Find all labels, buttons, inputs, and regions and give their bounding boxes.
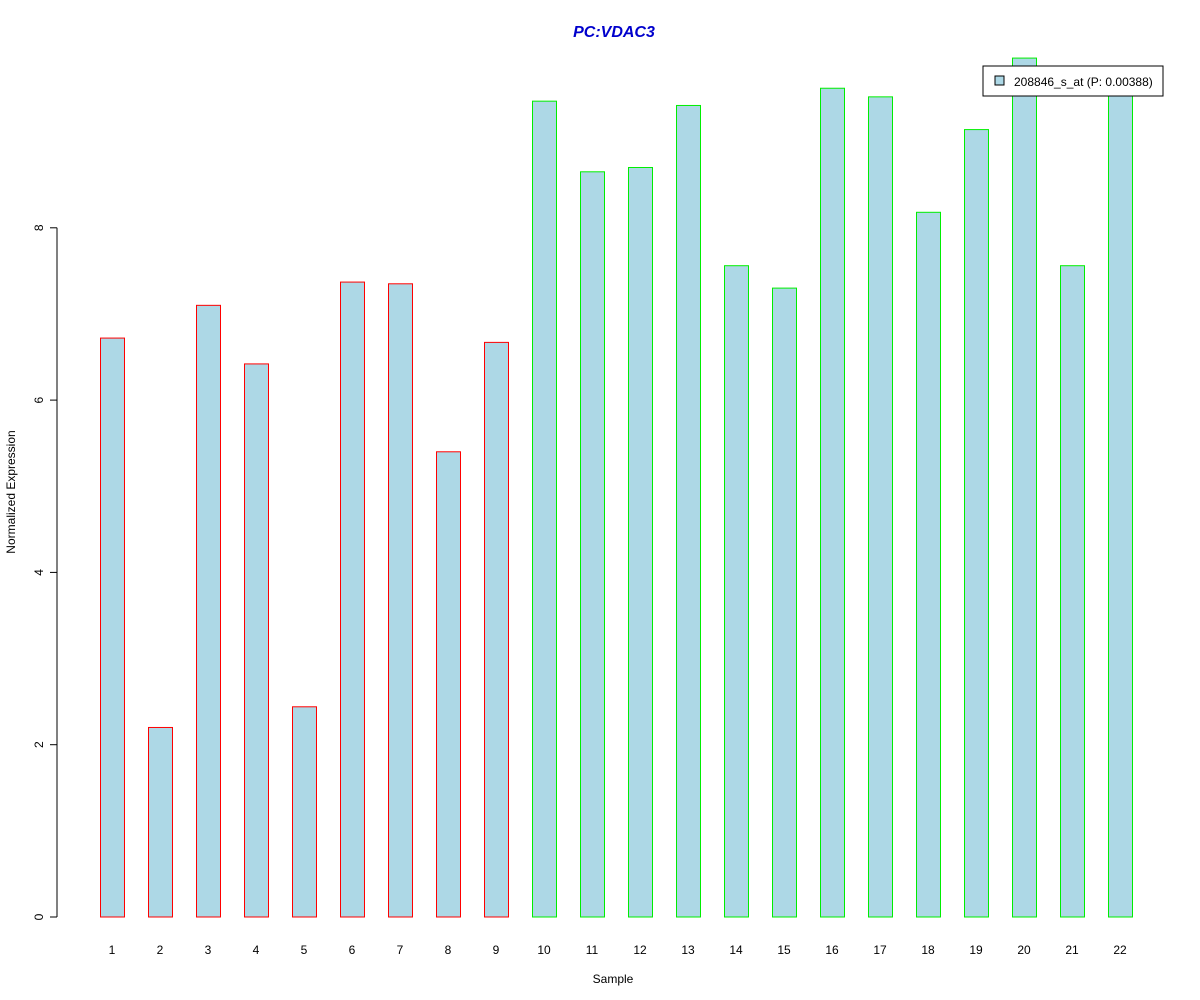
bar-sample-10	[532, 100, 557, 918]
bars-group	[100, 57, 1133, 918]
bar-sample-16	[820, 87, 845, 918]
x-tick-label: 16	[825, 943, 839, 957]
x-tick-label: 22	[1113, 943, 1127, 957]
bar-sample-20	[1012, 57, 1037, 918]
x-tick-label: 5	[301, 943, 308, 957]
bar-sample-5	[292, 706, 317, 918]
x-tick-label: 21	[1065, 943, 1079, 957]
x-tick-label: 12	[633, 943, 647, 957]
bar-sample-7	[388, 283, 413, 918]
legend: 208846_s_at (P: 0.00388)	[982, 65, 1164, 97]
x-tick-label: 11	[586, 943, 599, 957]
x-tick-label: 17	[873, 943, 887, 957]
y-tick-label: 8	[32, 224, 46, 231]
x-tick-label: 13	[681, 943, 695, 957]
bar-sample-22	[1108, 82, 1133, 918]
x-tick-label: 2	[157, 943, 164, 957]
x-tick-label: 15	[777, 943, 791, 957]
x-tick-label: 3	[205, 943, 212, 957]
x-tick-label: 18	[921, 943, 935, 957]
legend-swatch	[994, 75, 1005, 86]
x-tick-label: 4	[253, 943, 260, 957]
x-axis-ticks: 1 2 3 4 5 6 7 8 9 10 11 12 13 14 15 16 17 18 19 20 21 22	[109, 943, 1127, 957]
x-tick-label: 7	[397, 943, 404, 957]
bar-sample-11	[580, 171, 605, 918]
bar-sample-12	[628, 166, 653, 918]
x-tick-label: 10	[537, 943, 551, 957]
y-tick-label: 0	[32, 913, 46, 920]
x-tick-label: 19	[969, 943, 983, 957]
x-tick-label: 20	[1017, 943, 1031, 957]
x-tick-label: 9	[493, 943, 500, 957]
bar-sample-14	[724, 265, 749, 918]
bar-sample-13	[676, 104, 701, 918]
bar-sample-19	[964, 129, 989, 918]
y-axis-label: Normalized Expression	[4, 430, 18, 553]
bar-sample-15	[772, 287, 797, 918]
legend-box	[982, 65, 1164, 97]
y-axis: 0 2 4 6 8	[32, 224, 58, 920]
bar-sample-9	[484, 341, 509, 918]
bar-sample-2	[148, 726, 173, 918]
legend-entry: 208846_s_at (P: 0.00388)	[1014, 75, 1153, 89]
x-tick-label: 6	[349, 943, 356, 957]
y-tick-label: 2	[32, 741, 46, 748]
bar-sample-18	[916, 211, 941, 918]
y-tick-label: 6	[32, 396, 46, 403]
y-tick-label: 4	[32, 569, 46, 576]
bar-sample-6	[340, 281, 365, 918]
chart-title: PC:VDAC3	[573, 24, 655, 41]
bar-sample-8	[436, 451, 461, 918]
x-tick-label: 8	[445, 943, 452, 957]
bar-sample-21	[1060, 265, 1085, 918]
bar-sample-3	[196, 304, 221, 918]
bar-sample-17	[868, 96, 893, 918]
bar-sample-1	[100, 337, 125, 918]
x-tick-label: 14	[729, 943, 743, 957]
x-tick-label: 1	[109, 943, 116, 957]
x-axis-label: Sample	[593, 972, 634, 986]
bar-sample-4	[244, 363, 269, 918]
